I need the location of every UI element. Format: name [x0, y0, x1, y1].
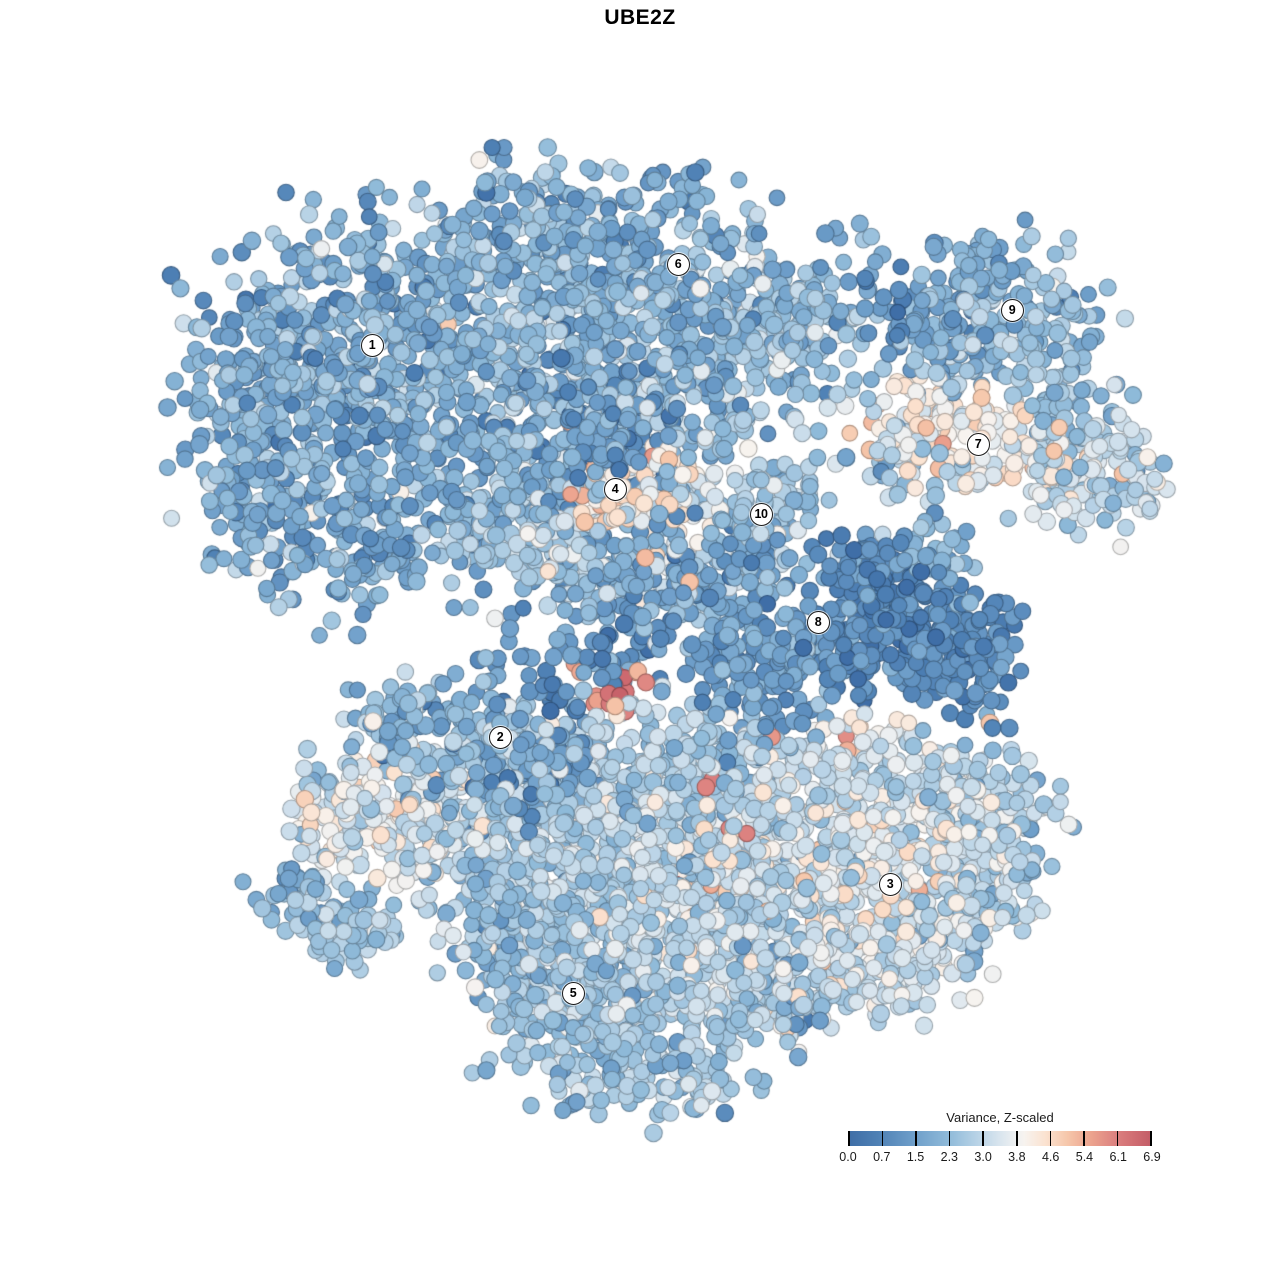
cluster-label-6: 6: [666, 252, 690, 276]
cluster-label-1: 1: [360, 333, 384, 357]
colorbar-tick-label: 3.0: [974, 1150, 992, 1164]
cluster-label-7: 7: [966, 432, 990, 456]
colorbar-gradient: [848, 1131, 1152, 1146]
colorbar-tick: [1116, 1131, 1119, 1146]
colorbar-tick: [948, 1131, 951, 1146]
colorbar-tick: [982, 1131, 984, 1146]
cluster-label-5: 5: [561, 981, 585, 1005]
colorbar-tick-label: 0.7: [873, 1150, 891, 1164]
colorbar-tick: [1083, 1131, 1085, 1146]
colorbar-tick: [1150, 1131, 1152, 1146]
cluster-label-9: 9: [1000, 298, 1024, 322]
cluster-label-3: 3: [878, 872, 902, 896]
colorbar-tick: [1049, 1131, 1052, 1146]
colorbar-tick-label: 5.4: [1075, 1150, 1094, 1164]
colorbar-tick: [1016, 1131, 1018, 1146]
colorbar-tick-label: 0.0: [839, 1150, 857, 1164]
chart-title: UBE2Z: [604, 6, 676, 29]
colorbar-tick-label: 4.6: [1041, 1150, 1060, 1164]
colorbar-tick: [848, 1131, 850, 1146]
cluster-label-4: 4: [603, 477, 627, 501]
colorbar-tick-label: 3.8: [1008, 1150, 1026, 1164]
colorbar-tick-labels: 0.0 0.7 1.5 2.3 3.0 3.8 4.6 5.4 6.1 6.9: [839, 1150, 1160, 1166]
cluster-label-10: 10: [749, 502, 773, 526]
colorbar-tick-label: 2.3: [940, 1150, 959, 1164]
colorbar-tick-label: 6.1: [1109, 1150, 1127, 1164]
cluster-label-8: 8: [806, 610, 830, 634]
colorbar-tick-label: 1.5: [906, 1150, 925, 1164]
colorbar-legend: Variance, Z-scaled 0.0 0.7 1.5 2.3 3.0 3.8 4.6…: [839, 1110, 1160, 1166]
colorbar-tick: [915, 1131, 917, 1146]
cluster-label-2: 2: [488, 725, 512, 749]
colorbar-tick-label: 6.9: [1143, 1150, 1161, 1164]
colorbar-tick: [881, 1131, 884, 1146]
colorbar-title: Variance, Z-scaled: [946, 1110, 1054, 1125]
